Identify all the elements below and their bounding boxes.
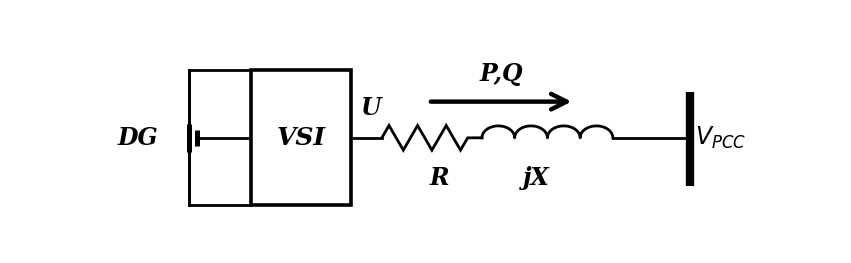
Text: R: R (430, 166, 449, 190)
Text: DG: DG (117, 126, 158, 150)
Text: $V_{PCC}$: $V_{PCC}$ (695, 125, 746, 151)
Text: P,Q: P,Q (479, 62, 523, 86)
Bar (251, 70, 351, 205)
Text: VSI: VSI (277, 126, 326, 150)
Text: U: U (360, 96, 381, 120)
Text: jX: jX (523, 166, 549, 190)
